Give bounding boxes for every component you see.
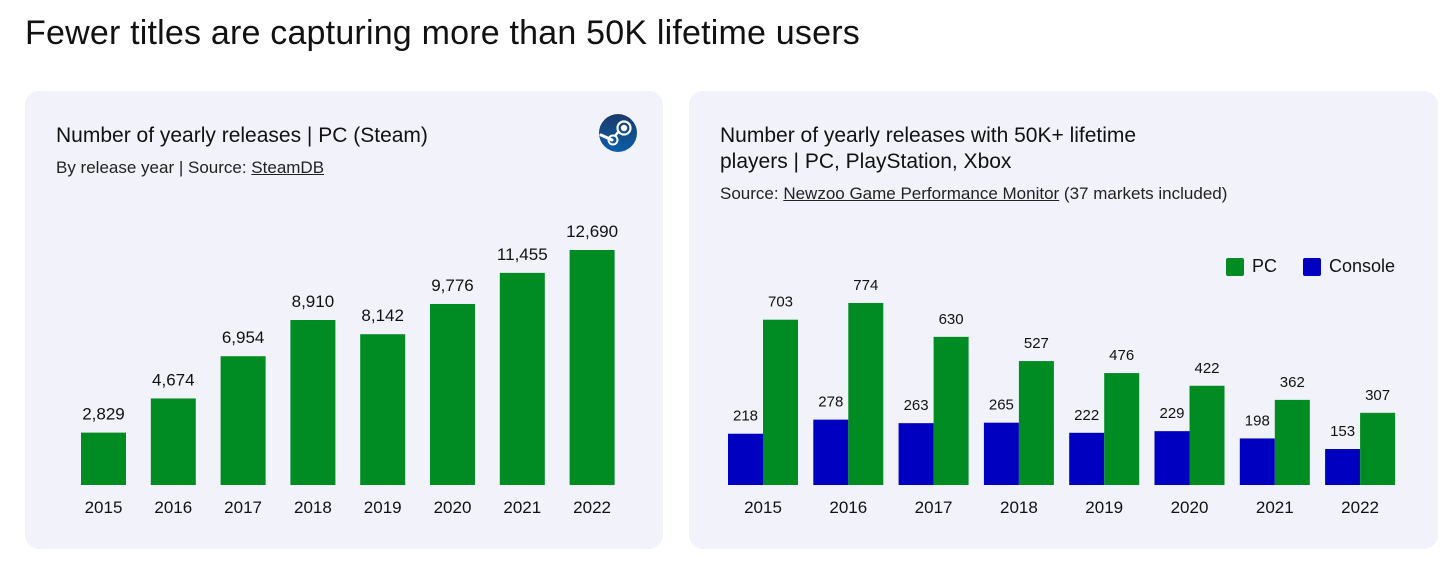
subtitle-prefix: By release year | Source: bbox=[56, 158, 252, 177]
chart-subtitle: Source: Newzoo Game Performance Monitor … bbox=[720, 184, 1227, 204]
chart-title: Number of yearly releases with 50K+ life… bbox=[720, 123, 1136, 175]
data-label-2017: 6,954 bbox=[222, 328, 265, 347]
data-label-pc-2018: 527 bbox=[1024, 335, 1049, 352]
bar-console-2021 bbox=[1239, 438, 1275, 485]
data-label-2022: 12,690 bbox=[566, 222, 618, 241]
bar-pc-2020 bbox=[1189, 385, 1225, 485]
data-label-2016: 4,674 bbox=[152, 370, 195, 389]
bar-2021 bbox=[499, 272, 545, 485]
data-label-2021: 11,455 bbox=[497, 245, 548, 264]
data-label-pc-2020: 422 bbox=[1194, 360, 1219, 377]
data-label-2015: 2,829 bbox=[82, 405, 125, 424]
x-tick-2018: 2018 bbox=[294, 498, 332, 517]
data-label-console-2022: 153 bbox=[1330, 423, 1355, 440]
data-label-pc-2017: 630 bbox=[939, 311, 964, 328]
chart-panel-50k-players: Number of yearly releases with 50K+ life… bbox=[689, 91, 1438, 549]
data-label-console-2016: 278 bbox=[818, 394, 843, 411]
bar-chart-pc-releases: 2,829 2015 4,674 2016 6,954 2017 8,910 2018 8,14… bbox=[81, 222, 618, 517]
bar-pc-2017 bbox=[933, 336, 969, 485]
source-link-steamdb[interactable]: SteamDB bbox=[251, 158, 325, 177]
x-tick-2022: 2022 bbox=[1341, 498, 1379, 517]
x-tick-2021: 2021 bbox=[503, 498, 541, 517]
bar-pc-2016 bbox=[848, 303, 884, 485]
bar-2017 bbox=[220, 356, 266, 485]
bar-console-2019 bbox=[1069, 432, 1105, 485]
bar-pc-2018 bbox=[1018, 361, 1054, 485]
page-title: Fewer titles are capturing more than 50K… bbox=[25, 14, 860, 52]
chart-title: Number of yearly releases | PC (Steam) bbox=[56, 124, 428, 147]
data-label-pc-2021: 362 bbox=[1280, 374, 1305, 391]
bar-2015 bbox=[81, 432, 126, 485]
data-label-console-2018: 265 bbox=[989, 397, 1014, 414]
x-tick-2015: 2015 bbox=[85, 498, 123, 517]
x-tick-2017: 2017 bbox=[915, 498, 953, 517]
data-label-console-2015: 218 bbox=[733, 408, 758, 425]
data-label-console-2019: 222 bbox=[1074, 407, 1099, 424]
grouped-bar-chart-50k-players: 218 703 2015 278 774 2016 263 630 2017 265 527 2018… bbox=[728, 277, 1396, 517]
x-tick-2020: 2020 bbox=[1171, 498, 1209, 517]
bar-console-2015 bbox=[728, 433, 763, 485]
chart-legend: PC Console bbox=[1208, 256, 1395, 277]
data-label-console-2017: 263 bbox=[904, 397, 929, 414]
legend-label-pc: PC bbox=[1251, 256, 1277, 276]
x-tick-2015: 2015 bbox=[744, 498, 782, 517]
bar-2019 bbox=[360, 334, 406, 485]
bar-2022 bbox=[569, 250, 615, 485]
data-label-pc-2015: 703 bbox=[768, 294, 793, 311]
bar-console-2020 bbox=[1154, 431, 1190, 485]
legend-item-console: Console bbox=[1302, 256, 1395, 277]
chart-panel-pc-steam: Number of yearly releases | PC (Steam) B… bbox=[25, 91, 663, 549]
steam-logo-icon bbox=[599, 114, 637, 152]
x-tick-2018: 2018 bbox=[1000, 498, 1038, 517]
bar-pc-2021 bbox=[1274, 399, 1310, 485]
data-label-2018: 8,910 bbox=[292, 292, 335, 311]
data-label-pc-2016: 774 bbox=[853, 277, 878, 294]
x-tick-2019: 2019 bbox=[364, 498, 402, 517]
chart-title-line1: Number of yearly releases with 50K+ life… bbox=[720, 124, 1137, 147]
data-label-2019: 8,142 bbox=[361, 306, 404, 325]
data-label-pc-2019: 476 bbox=[1109, 347, 1134, 364]
bar-console-2016 bbox=[813, 419, 849, 485]
legend-item-pc: PC bbox=[1225, 256, 1277, 277]
subtitle-prefix: Source: bbox=[720, 184, 784, 203]
bar-pc-2015 bbox=[763, 319, 798, 485]
chart-subtitle: By release year | Source: SteamDB bbox=[56, 158, 324, 178]
source-link-newzoo[interactable]: Newzoo Game Performance Monitor bbox=[783, 184, 1060, 203]
x-tick-2021: 2021 bbox=[1256, 498, 1294, 517]
x-tick-2022: 2022 bbox=[573, 498, 611, 517]
legend-swatch-console bbox=[1302, 257, 1321, 276]
bar-console-2018 bbox=[983, 422, 1019, 485]
data-label-pc-2022: 307 bbox=[1365, 387, 1390, 404]
data-label-2020: 9,776 bbox=[431, 276, 474, 295]
subtitle-suffix: (37 markets included) bbox=[1059, 184, 1228, 203]
bar-2018 bbox=[290, 320, 336, 485]
bar-2016 bbox=[150, 398, 196, 485]
bar-console-2022 bbox=[1325, 449, 1361, 485]
legend-swatch-pc bbox=[1225, 257, 1244, 276]
bar-pc-2022 bbox=[1360, 412, 1396, 485]
x-tick-2020: 2020 bbox=[434, 498, 472, 517]
legend-label-console: Console bbox=[1328, 256, 1395, 276]
x-tick-2019: 2019 bbox=[1085, 498, 1123, 517]
x-tick-2017: 2017 bbox=[224, 498, 262, 517]
data-label-console-2021: 198 bbox=[1245, 412, 1270, 429]
chart-title-line2: players | PC, PlayStation, Xbox bbox=[720, 150, 1012, 173]
x-tick-2016: 2016 bbox=[829, 498, 867, 517]
bar-2020 bbox=[430, 303, 475, 485]
bar-console-2017 bbox=[898, 423, 934, 485]
x-tick-2016: 2016 bbox=[154, 498, 192, 517]
bar-pc-2019 bbox=[1104, 373, 1140, 485]
data-label-console-2020: 229 bbox=[1159, 405, 1184, 422]
